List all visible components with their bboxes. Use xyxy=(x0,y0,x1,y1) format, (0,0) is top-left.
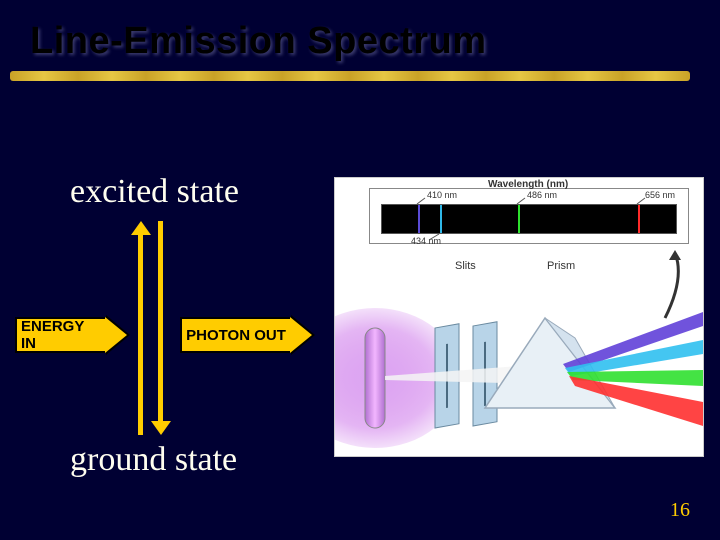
photon-out-box: PHOTON OUT xyxy=(180,317,292,353)
content-area: excited state ground state ENERGY IN PHO… xyxy=(0,81,720,511)
spectrum-ticks xyxy=(369,188,689,244)
slits-label: Slits xyxy=(455,260,476,272)
page-number: 16 xyxy=(670,499,690,522)
photon-out-text: PHOTON OUT xyxy=(186,327,286,344)
excited-state-label: excited state xyxy=(70,173,239,211)
ground-state-label: ground state xyxy=(70,441,237,479)
title-underline xyxy=(10,71,690,81)
energy-in-text: ENERGY IN xyxy=(21,318,101,352)
prism-scene xyxy=(335,248,705,458)
slide-title: Line-Emission Spectrum xyxy=(0,0,720,71)
energy-down-arrow xyxy=(158,221,163,421)
prism-label: Prism xyxy=(547,260,575,272)
energy-up-arrow xyxy=(138,235,143,435)
prism-diagram: Wavelength (nm) 410 nm 434 nm 486 nm 656… xyxy=(334,177,704,457)
energy-in-box: ENERGY IN xyxy=(15,317,107,353)
